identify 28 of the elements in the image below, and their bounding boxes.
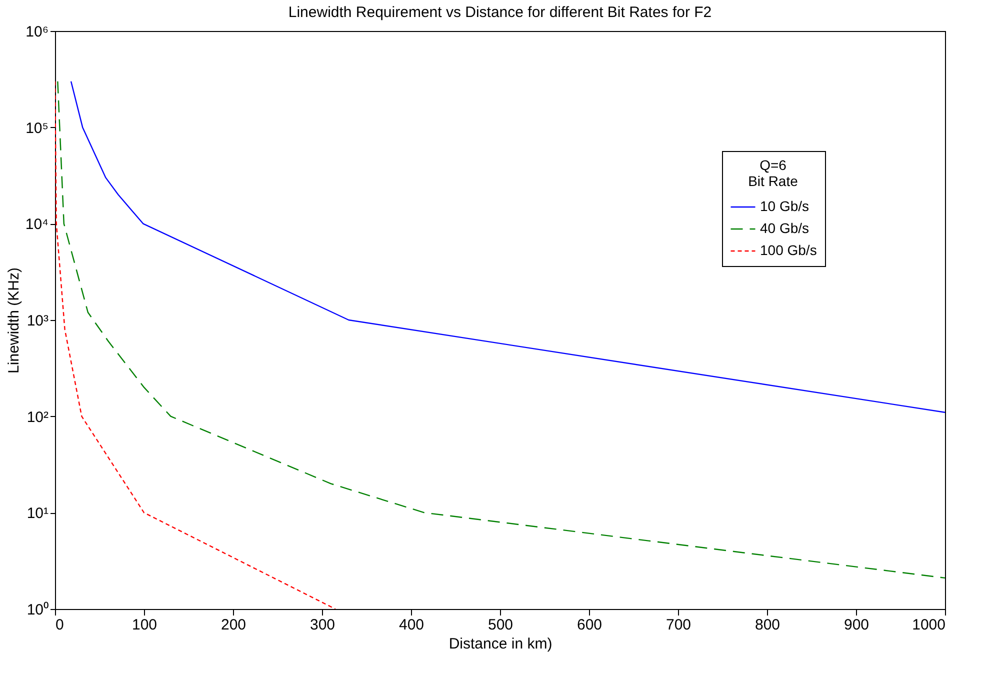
line-series [70, 80, 945, 413]
legend-title: Q=6 Bit Rate [748, 157, 798, 189]
x-tick-label: 1000 [912, 616, 946, 634]
x-tick-label: 600 [576, 616, 602, 634]
line-series [55, 80, 336, 609]
x-tick-label: 900 [844, 616, 870, 634]
y-tick-label: 10⁶ [26, 24, 48, 40]
y-tick-label: 10⁴ [25, 216, 48, 234]
x-tick-label: 400 [398, 616, 424, 634]
x-tick-label: 500 [488, 616, 514, 634]
x-axis-title: Distance in km) [448, 636, 552, 652]
y-axis-title: Linewidth (KHz) [5, 268, 22, 374]
chart-title: Linewidth Requirement vs Distance for different Bit Rates for F2 [288, 4, 712, 21]
x-tick-label: 200 [220, 616, 246, 634]
y-tick-label: 10¹ [26, 505, 48, 522]
x-tick-label: 800 [754, 616, 780, 634]
y-tick-label: 10⁰ [26, 602, 48, 618]
legend-label: 100 Gb/s [760, 242, 817, 258]
x-tick-label: 100 [132, 616, 158, 634]
legend-label: 10 Gb/s [760, 198, 810, 214]
legend-label: 40 Gb/s [760, 220, 810, 236]
line-series [57, 80, 945, 579]
x-tick-label: 0 [56, 616, 64, 634]
y-tick-label: 10³ [26, 312, 48, 330]
x-tick-label: 700 [666, 616, 692, 634]
x-tick-label: 300 [310, 616, 336, 634]
y-tick-label: 10⁵ [26, 120, 48, 137]
y-tick-label: 10² [26, 408, 48, 426]
